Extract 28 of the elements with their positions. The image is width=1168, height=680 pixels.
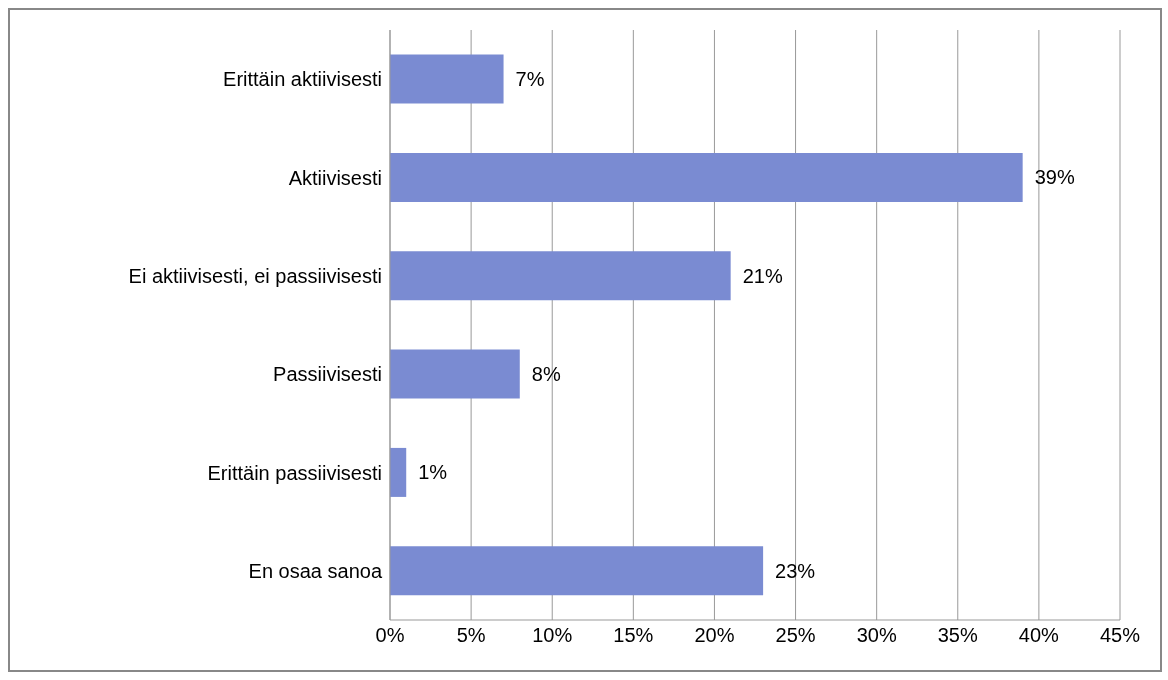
x-tick-label: 5% <box>456 624 486 647</box>
x-tick-label: 35% <box>937 624 979 647</box>
x-tick-label: 0% <box>375 624 405 647</box>
x-tick-label: 40% <box>1018 624 1060 647</box>
x-tick-label: 30% <box>856 624 897 647</box>
x-tick-label: 15% <box>613 624 654 647</box>
bar <box>390 349 520 399</box>
y-tick-label: En osaa sanoa <box>248 559 383 582</box>
data-label: 7% <box>515 68 545 91</box>
y-tick-label: Erittäin passiivisesti <box>207 461 382 484</box>
bar <box>390 152 1023 202</box>
bar <box>390 251 731 301</box>
data-label: 8% <box>531 363 561 386</box>
x-tick-label: 45% <box>1099 624 1141 647</box>
data-label: 39% <box>1034 166 1075 189</box>
data-label: 23% <box>775 559 816 582</box>
data-label: 21% <box>742 264 783 287</box>
data-label: 1% <box>418 461 448 484</box>
bar <box>390 54 504 104</box>
y-tick-label: Aktiivisesti <box>288 166 382 189</box>
y-tick-label: Erittäin aktiivisesti <box>223 68 382 91</box>
x-tick-label: 25% <box>775 624 816 647</box>
bar <box>390 447 407 497</box>
y-tick-label: Passiivisesti <box>273 363 382 386</box>
bar <box>390 546 764 596</box>
x-tick-label: 20% <box>694 624 735 647</box>
x-tick-label: 10% <box>532 624 573 647</box>
y-tick-label: Ei aktiivisesti, ei passiivisesti <box>128 264 382 287</box>
